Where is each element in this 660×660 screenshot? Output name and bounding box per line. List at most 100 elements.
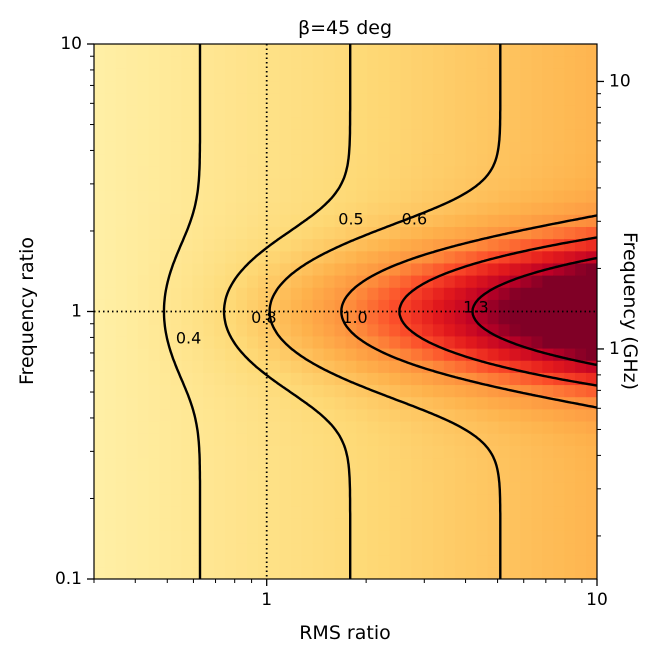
heatmap-cell bbox=[137, 420, 150, 434]
heatmap-cell bbox=[290, 287, 303, 300]
heatmap-cell bbox=[443, 408, 456, 422]
heatmap-cell bbox=[301, 469, 314, 483]
heatmap-cell bbox=[487, 141, 500, 155]
heatmap-cell bbox=[312, 287, 325, 300]
heatmap-cell bbox=[225, 384, 237, 398]
heatmap-cell bbox=[454, 518, 467, 531]
heatmap-cell bbox=[268, 299, 281, 313]
y2-axis-label: Frequency (GHz) bbox=[619, 232, 641, 390]
heatmap-cell bbox=[378, 384, 390, 398]
heatmap-cell bbox=[312, 116, 325, 130]
heatmap-cell bbox=[432, 408, 445, 422]
heatmap-cell bbox=[104, 262, 117, 276]
heatmap-cell bbox=[498, 384, 511, 398]
heatmap-cell bbox=[126, 56, 139, 69]
heatmap-cell bbox=[498, 250, 511, 264]
heatmap-cell bbox=[586, 396, 597, 410]
heatmap-cell bbox=[487, 275, 500, 288]
heatmap-cell bbox=[115, 408, 128, 422]
y-tick-label: 0.1 bbox=[55, 569, 82, 589]
heatmap-cell bbox=[487, 408, 500, 422]
heatmap-cell bbox=[115, 469, 128, 483]
heatmap-cell bbox=[323, 68, 336, 82]
heatmap-cell bbox=[367, 396, 379, 410]
heatmap-cell bbox=[301, 408, 314, 422]
heatmap-cell bbox=[115, 238, 128, 252]
heatmap-cell bbox=[192, 104, 204, 118]
heatmap-cell bbox=[258, 408, 270, 422]
heatmap-cell bbox=[334, 153, 347, 167]
heatmap-cell bbox=[586, 506, 597, 519]
heatmap-cell bbox=[126, 141, 139, 155]
heatmap-cell bbox=[192, 542, 204, 556]
heatmap-cell bbox=[476, 153, 489, 167]
heatmap-cell bbox=[214, 372, 226, 386]
heatmap-cell bbox=[575, 129, 587, 142]
heatmap-cell bbox=[126, 396, 139, 410]
heatmap-cell bbox=[389, 481, 401, 495]
heatmap-cell bbox=[192, 56, 204, 69]
heatmap-cell bbox=[312, 262, 325, 276]
heatmap-cell bbox=[104, 566, 117, 579]
heatmap-cell bbox=[564, 141, 576, 155]
heatmap-cell bbox=[443, 542, 456, 556]
heatmap-cell bbox=[323, 323, 336, 337]
heatmap-cell bbox=[389, 469, 401, 483]
heatmap-cell bbox=[520, 506, 532, 519]
heatmap-cell bbox=[126, 189, 139, 203]
heatmap-cell bbox=[290, 433, 303, 446]
heatmap-cell bbox=[94, 335, 106, 349]
heatmap-cell bbox=[192, 493, 204, 507]
heatmap-cell bbox=[181, 250, 194, 264]
heatmap-cell bbox=[345, 129, 358, 142]
heatmap-cell bbox=[400, 202, 412, 215]
heatmap-cell bbox=[586, 238, 597, 252]
heatmap-cell bbox=[236, 384, 248, 398]
heatmap-cell bbox=[356, 56, 368, 69]
heatmap-cell bbox=[564, 530, 576, 544]
heatmap-cell bbox=[520, 141, 532, 155]
heatmap-cell bbox=[268, 408, 281, 422]
heatmap-cell bbox=[487, 80, 500, 94]
heatmap-cell bbox=[378, 299, 390, 313]
heatmap-cell bbox=[203, 311, 215, 325]
heatmap-cell bbox=[170, 226, 183, 240]
heatmap-cell bbox=[575, 250, 587, 264]
heatmap-cell bbox=[323, 372, 336, 386]
heatmap-cell bbox=[542, 226, 554, 240]
heatmap-cell bbox=[356, 530, 368, 544]
heatmap-cell bbox=[575, 493, 587, 507]
heatmap-cell bbox=[214, 177, 226, 191]
heatmap-cell bbox=[345, 238, 358, 252]
heatmap-cell bbox=[137, 347, 150, 361]
heatmap-cell bbox=[258, 433, 270, 446]
heatmap-cell bbox=[236, 129, 248, 142]
heatmap-cell bbox=[487, 177, 500, 191]
heatmap-cell bbox=[181, 542, 194, 556]
heatmap-cell bbox=[312, 323, 325, 337]
heatmap-cell bbox=[400, 360, 412, 373]
heatmap-cell bbox=[454, 554, 467, 568]
heatmap-cell bbox=[225, 311, 237, 325]
heatmap-cell bbox=[301, 335, 314, 349]
heatmap-cell bbox=[542, 518, 554, 531]
heatmap-cell bbox=[279, 396, 292, 410]
heatmap-cell bbox=[236, 116, 248, 130]
heatmap-cell bbox=[487, 566, 500, 579]
heatmap-cell bbox=[181, 493, 194, 507]
heatmap-cell bbox=[400, 153, 412, 167]
heatmap-cell bbox=[148, 360, 161, 373]
heatmap-cell bbox=[247, 323, 259, 337]
heatmap-cell bbox=[531, 311, 543, 325]
heatmap-cell bbox=[454, 56, 467, 69]
heatmap-cell bbox=[476, 56, 489, 69]
heatmap-cell bbox=[389, 347, 401, 361]
heatmap-cell bbox=[214, 481, 226, 495]
heatmap-cell bbox=[378, 542, 390, 556]
heatmap-cell bbox=[94, 408, 106, 422]
heatmap-cell bbox=[236, 481, 248, 495]
heatmap-cell bbox=[553, 445, 565, 459]
heatmap-cell bbox=[126, 275, 139, 288]
heatmap-cell bbox=[487, 116, 500, 130]
heatmap-cell bbox=[203, 518, 215, 531]
